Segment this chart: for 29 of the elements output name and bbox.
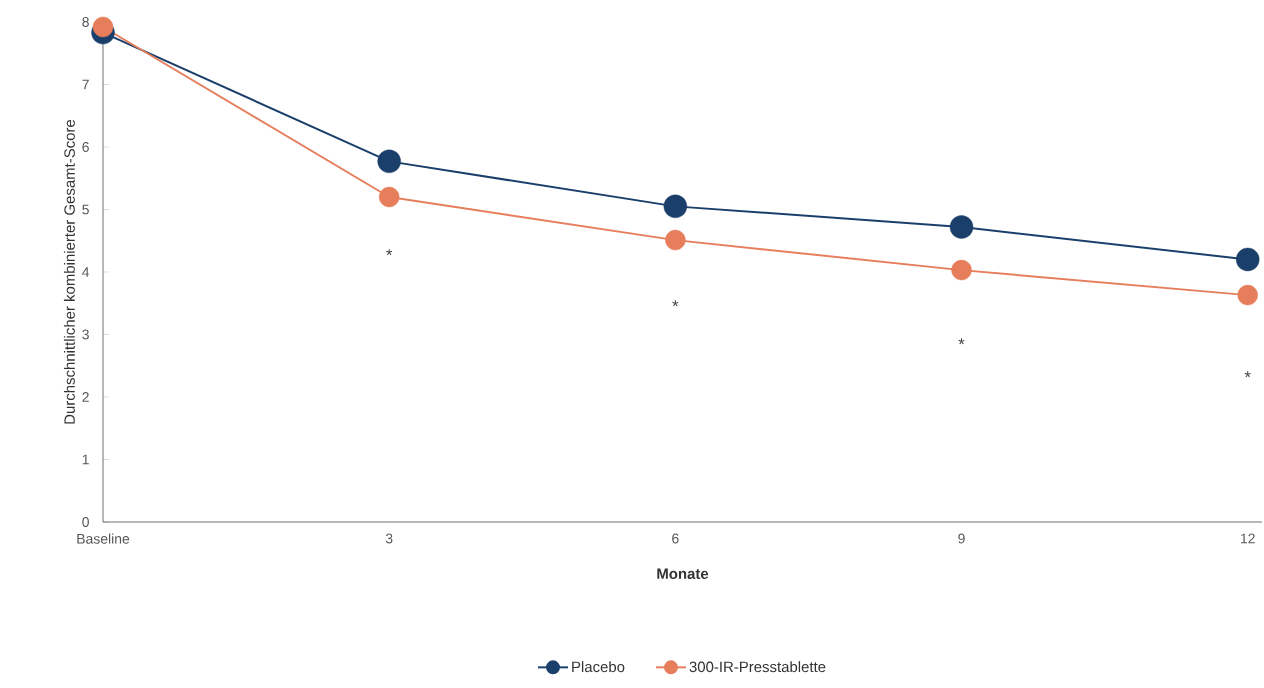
- x-tick-label: 9: [958, 533, 965, 544]
- y-tick-label: 1: [82, 454, 89, 465]
- y-tick-label: 5: [82, 204, 89, 215]
- point: [377, 149, 401, 174]
- legend-label: 300-IR-Presstablette: [689, 661, 826, 673]
- point: [951, 259, 972, 281]
- annotation: *: [386, 249, 393, 256]
- x-tick-label: 6: [672, 533, 679, 544]
- y-tick-label: 7: [82, 79, 89, 90]
- x-tick-label: 12: [1241, 533, 1255, 544]
- y-axis-title: Durchschnittlicher kombinierter Gesamt-Score: [63, 119, 75, 424]
- legend-label: Placebo: [572, 661, 625, 673]
- x-tick-label: Baseline: [77, 533, 130, 544]
- point: [663, 194, 688, 219]
- y-tick-label: 2: [82, 392, 89, 402]
- y-tick-label: 3: [82, 329, 89, 340]
- x-tick-label: 3: [385, 533, 393, 544]
- annotation: *: [1244, 371, 1251, 378]
- point: [665, 229, 686, 251]
- point: [92, 16, 114, 38]
- y-tick-label: 4: [82, 267, 90, 277]
- y-tick-label: 0: [82, 517, 89, 527]
- y-tick-label: 8: [82, 17, 89, 27]
- point: [378, 186, 400, 208]
- x-axis-title: Monate: [657, 568, 709, 580]
- annotation: *: [672, 300, 679, 307]
- y-tick-label: 6: [82, 142, 89, 152]
- annotation: *: [958, 338, 965, 345]
- point: [949, 215, 974, 239]
